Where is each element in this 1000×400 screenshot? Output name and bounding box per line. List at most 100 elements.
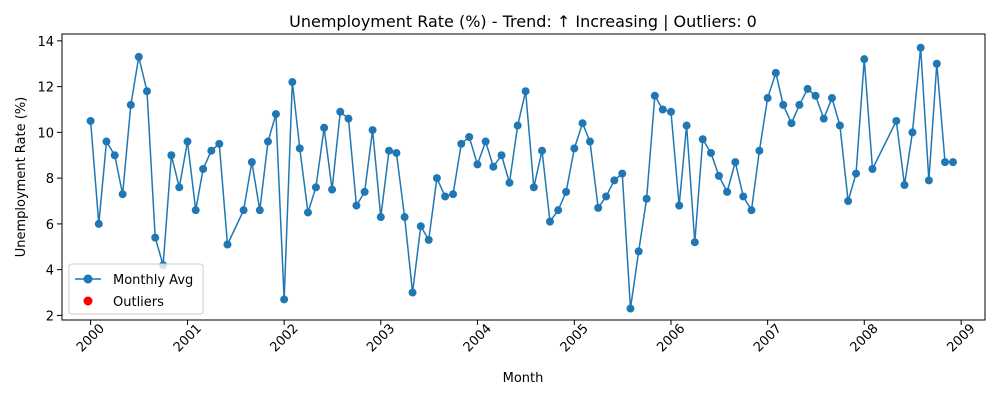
data-point <box>497 151 506 160</box>
data-point <box>207 146 216 155</box>
data-point <box>892 116 901 125</box>
x-tick-label: 2006 <box>654 321 688 355</box>
data-point <box>416 222 425 231</box>
data-point <box>650 91 659 100</box>
data-point <box>594 203 603 212</box>
data-point <box>908 128 917 137</box>
x-tick-label: 2000 <box>74 321 108 355</box>
data-point <box>118 190 127 199</box>
data-point <box>432 174 441 183</box>
data-point <box>747 206 756 215</box>
data-point <box>263 137 272 146</box>
legend: Monthly Avg Outliers <box>68 263 204 315</box>
data-point <box>698 135 707 144</box>
data-point <box>328 185 337 194</box>
data-point <box>110 151 119 160</box>
data-point <box>827 94 836 103</box>
data-point <box>481 137 490 146</box>
data-point <box>352 201 361 210</box>
data-point <box>167 151 176 160</box>
data-point <box>787 119 796 128</box>
data-point <box>811 91 820 100</box>
legend-label-monthly-avg: Monthly Avg <box>113 273 193 288</box>
data-point <box>868 164 877 173</box>
x-axis: 2000 2001 2002 2003 2004 2005 2006 2007 2008 2009 <box>74 320 979 355</box>
data-point <box>755 146 764 155</box>
chart-title: Unemployment Rate (%) - Trend: ↑ Increas… <box>289 12 757 31</box>
data-point <box>449 190 458 199</box>
data-point <box>424 235 433 244</box>
data-point <box>706 148 715 157</box>
data-point <box>941 158 950 167</box>
data-point <box>385 146 393 155</box>
data-point <box>344 114 353 123</box>
data-point <box>86 116 95 125</box>
x-tick-label: 2002 <box>267 321 301 355</box>
data-point <box>303 208 312 217</box>
data-point <box>554 206 563 215</box>
data-point <box>658 105 667 114</box>
data-point <box>723 187 732 196</box>
data-point <box>392 148 401 157</box>
data-point <box>513 121 522 130</box>
data-point <box>932 59 941 68</box>
y-axis: 2 4 6 8 10 12 14 <box>37 35 62 324</box>
legend-label-outliers: Outliers <box>113 295 164 310</box>
x-tick-label: 2003 <box>364 321 398 355</box>
data-point <box>675 201 684 210</box>
data-point <box>288 78 297 87</box>
data-point <box>183 137 192 146</box>
legend-marker-monthly-avg <box>83 274 93 284</box>
data-point <box>916 43 925 52</box>
data-point <box>336 107 345 116</box>
x-axis-label: Month <box>503 371 544 386</box>
data-point <box>626 304 635 313</box>
data-point <box>682 121 691 130</box>
x-tick-label: 2005 <box>558 321 592 355</box>
y-axis-label: Unemployment Rate (%) <box>14 97 29 258</box>
data-point <box>634 247 643 256</box>
data-point <box>835 121 844 130</box>
data-point <box>151 233 160 242</box>
data-point <box>618 169 627 178</box>
data-point <box>505 178 514 187</box>
data-point <box>852 169 861 178</box>
data-point <box>948 158 957 167</box>
data-point <box>924 176 933 185</box>
y-tick-label: 12 <box>37 81 54 96</box>
data-point <box>739 192 748 201</box>
data-point <box>562 187 571 196</box>
data-point <box>247 158 256 167</box>
data-point <box>763 94 772 103</box>
data-point <box>376 213 385 222</box>
y-tick-label: 8 <box>46 172 54 187</box>
data-point <box>102 137 111 146</box>
x-tick-label: 2007 <box>751 321 785 355</box>
y-tick-label: 14 <box>37 35 54 50</box>
data-point <box>690 238 699 247</box>
data-point <box>215 139 224 148</box>
legend-box <box>68 263 204 315</box>
data-point <box>311 183 320 192</box>
data-point <box>360 187 369 196</box>
data-point <box>142 87 151 96</box>
data-point <box>585 137 594 146</box>
y-tick-label: 2 <box>46 309 54 324</box>
data-point <box>134 52 143 61</box>
y-tick-label: 6 <box>46 218 54 233</box>
data-point <box>368 126 377 135</box>
data-point <box>441 192 450 201</box>
data-point <box>94 219 103 228</box>
data-point <box>175 183 184 192</box>
x-tick-label: 2001 <box>171 321 205 355</box>
data-point <box>844 197 853 206</box>
data-point <box>255 206 264 215</box>
data-point <box>271 110 280 119</box>
series-layer <box>86 43 957 313</box>
y-tick-label: 10 <box>37 126 54 141</box>
x-tick-label: 2004 <box>461 321 495 355</box>
x-tick-label: 2009 <box>945 321 979 355</box>
y-tick-label: 4 <box>46 264 54 279</box>
